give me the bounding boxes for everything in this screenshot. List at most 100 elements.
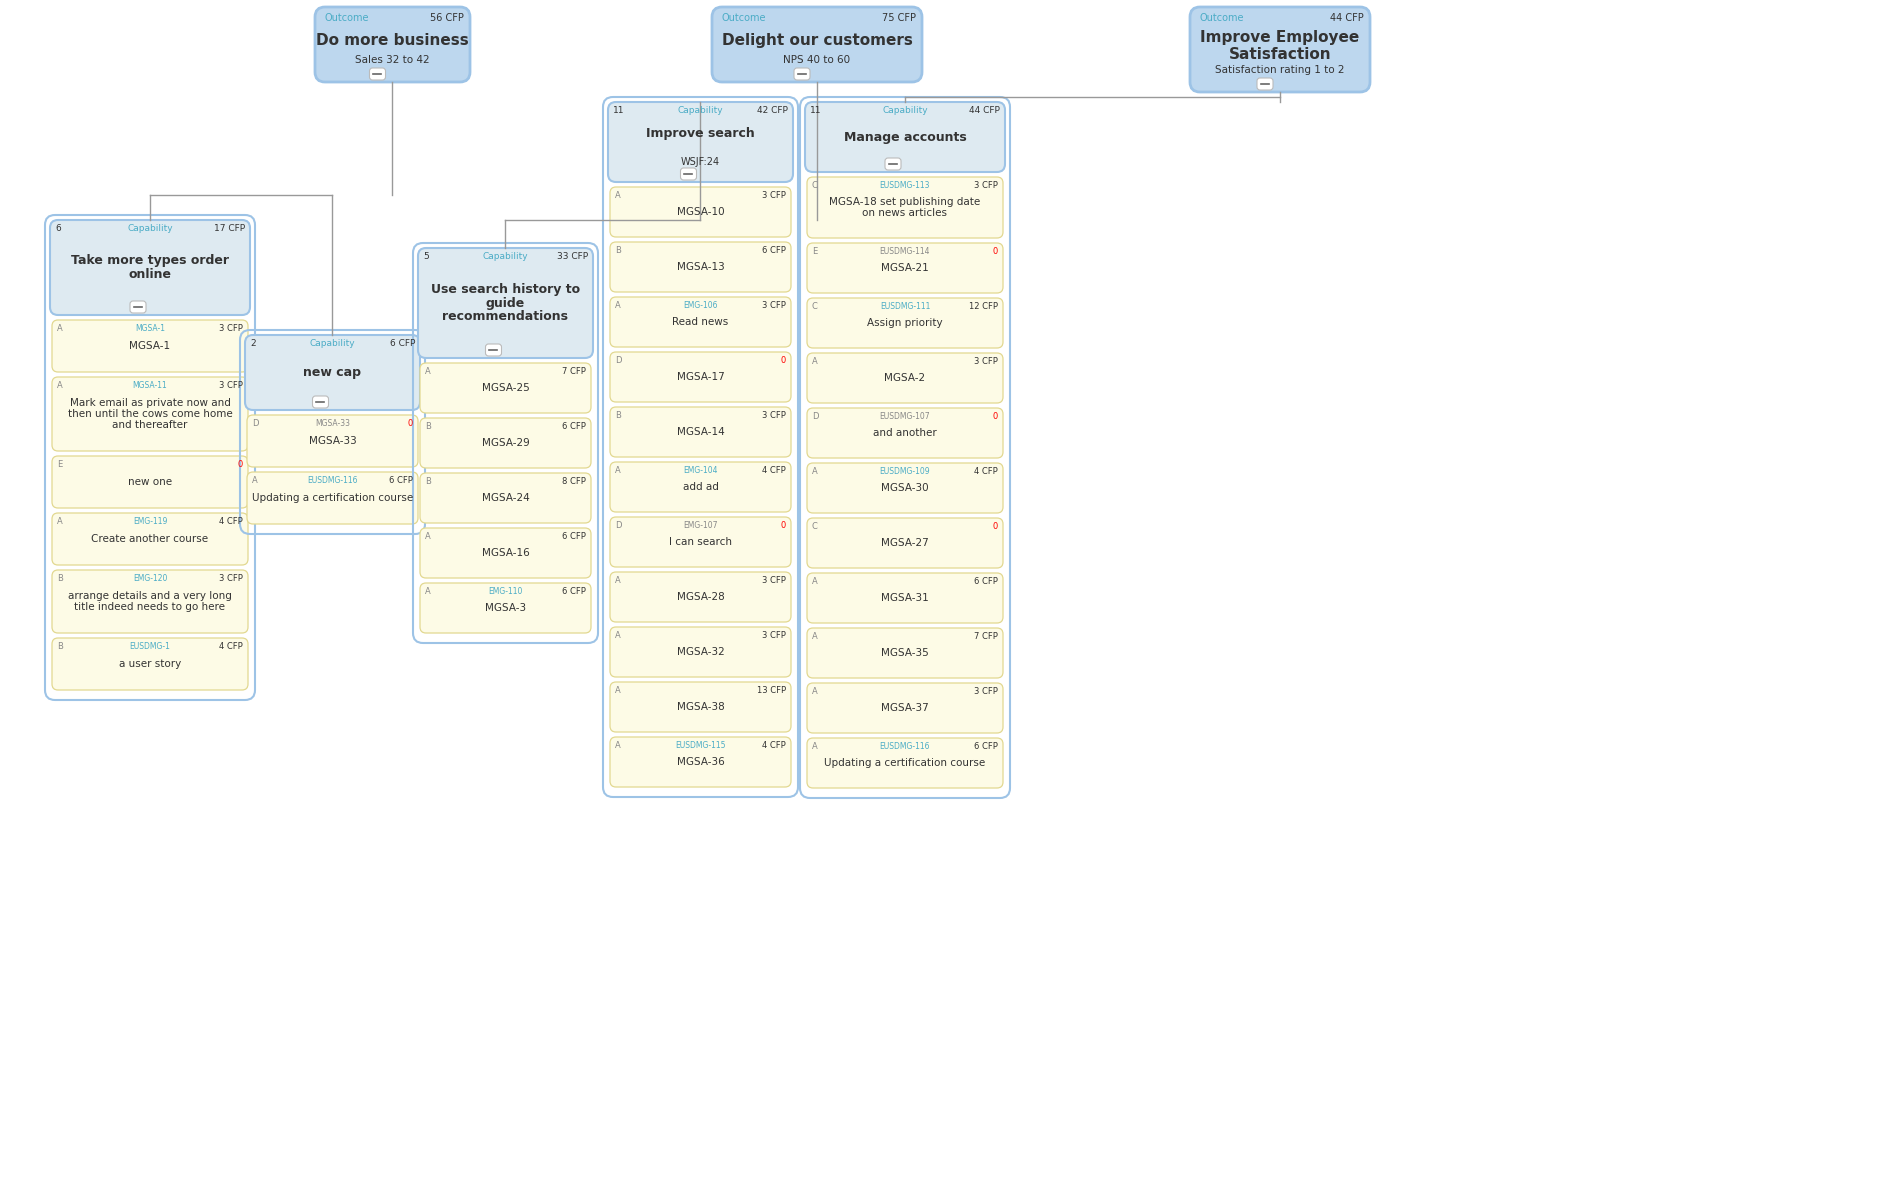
Text: 3 CFP: 3 CFP — [218, 381, 243, 389]
FancyBboxPatch shape — [420, 418, 591, 468]
FancyBboxPatch shape — [53, 513, 248, 565]
Text: EUSDMG-114: EUSDMG-114 — [879, 246, 930, 256]
Text: A: A — [615, 576, 621, 585]
Text: 0: 0 — [781, 520, 787, 530]
Text: guide: guide — [486, 297, 525, 309]
Text: Updating a certification course: Updating a certification course — [252, 493, 414, 502]
Text: and another: and another — [873, 428, 937, 438]
Text: A: A — [425, 532, 431, 541]
Text: EMG-119: EMG-119 — [134, 517, 167, 526]
Text: A: A — [811, 577, 819, 587]
Text: D: D — [811, 412, 819, 421]
Text: Capability: Capability — [678, 106, 723, 115]
Text: I can search: I can search — [668, 537, 732, 547]
FancyBboxPatch shape — [610, 188, 790, 237]
Text: on news articles: on news articles — [862, 208, 947, 218]
Text: B: B — [425, 477, 431, 486]
Text: MGSA-10: MGSA-10 — [678, 207, 725, 218]
Text: A: A — [811, 742, 819, 751]
FancyBboxPatch shape — [807, 683, 1003, 733]
FancyBboxPatch shape — [805, 102, 1005, 172]
Text: MGSA-38: MGSA-38 — [678, 702, 725, 712]
FancyBboxPatch shape — [610, 517, 790, 567]
Text: Take more types order: Take more types order — [72, 254, 230, 267]
Text: C: C — [811, 302, 819, 311]
FancyBboxPatch shape — [1257, 78, 1272, 90]
Text: 75 CFP: 75 CFP — [883, 13, 917, 23]
Text: A: A — [615, 686, 621, 695]
Text: A: A — [56, 517, 62, 526]
Text: C: C — [811, 182, 819, 190]
Text: MGSA-35: MGSA-35 — [881, 648, 930, 657]
Text: 5: 5 — [423, 252, 429, 261]
Text: Outcome: Outcome — [723, 13, 766, 23]
Text: 8 CFP: 8 CFP — [563, 477, 585, 486]
FancyBboxPatch shape — [314, 7, 470, 82]
Text: A: A — [252, 476, 258, 484]
Text: B: B — [56, 642, 62, 651]
FancyBboxPatch shape — [130, 300, 147, 313]
FancyBboxPatch shape — [608, 102, 792, 182]
Text: E: E — [56, 460, 62, 469]
FancyBboxPatch shape — [610, 682, 790, 732]
Text: MGSA-27: MGSA-27 — [881, 538, 930, 548]
Text: 7 CFP: 7 CFP — [563, 367, 585, 376]
Text: Improve search: Improve search — [646, 127, 755, 141]
Text: title indeed needs to go here: title indeed needs to go here — [75, 602, 226, 612]
Text: Outcome: Outcome — [326, 13, 369, 23]
FancyBboxPatch shape — [610, 462, 790, 512]
Text: 3 CFP: 3 CFP — [218, 325, 243, 333]
Text: EMG-104: EMG-104 — [683, 466, 717, 475]
Text: 7 CFP: 7 CFP — [975, 632, 997, 641]
FancyBboxPatch shape — [53, 377, 248, 451]
Text: E: E — [811, 246, 817, 256]
Text: A: A — [811, 632, 819, 641]
Text: EUSDMG-116: EUSDMG-116 — [307, 476, 358, 484]
Text: 0: 0 — [992, 522, 997, 531]
Text: B: B — [56, 575, 62, 583]
Text: D: D — [615, 356, 621, 365]
Text: Create another course: Create another course — [92, 534, 209, 545]
Text: 0: 0 — [992, 246, 997, 256]
Text: a user story: a user story — [119, 659, 181, 670]
Text: 6 CFP: 6 CFP — [390, 339, 416, 349]
Text: and thereafter: and thereafter — [113, 419, 188, 430]
FancyBboxPatch shape — [610, 352, 790, 401]
Text: EUSDMG-116: EUSDMG-116 — [879, 742, 930, 751]
FancyBboxPatch shape — [1189, 7, 1370, 93]
FancyBboxPatch shape — [418, 248, 593, 358]
Text: 4 CFP: 4 CFP — [762, 740, 787, 750]
Text: MGSA-21: MGSA-21 — [881, 263, 930, 273]
FancyBboxPatch shape — [53, 570, 248, 633]
Text: 42 CFP: 42 CFP — [757, 106, 789, 115]
Text: 3 CFP: 3 CFP — [762, 576, 787, 585]
Text: Manage accounts: Manage accounts — [843, 131, 965, 143]
FancyBboxPatch shape — [51, 220, 250, 315]
Text: Satisfaction: Satisfaction — [1229, 47, 1331, 61]
Text: MGSA-14: MGSA-14 — [678, 427, 725, 438]
Text: EUSDMG-107: EUSDMG-107 — [879, 412, 930, 421]
FancyBboxPatch shape — [53, 320, 248, 371]
Text: Read news: Read news — [672, 317, 728, 327]
Text: EUSDMG-115: EUSDMG-115 — [676, 740, 726, 750]
Text: MGSA-33: MGSA-33 — [309, 436, 356, 446]
Text: Use search history to: Use search history to — [431, 282, 580, 296]
FancyBboxPatch shape — [420, 474, 591, 523]
Text: 0: 0 — [992, 412, 997, 421]
FancyBboxPatch shape — [610, 737, 790, 787]
FancyBboxPatch shape — [807, 243, 1003, 293]
Text: 2: 2 — [250, 339, 256, 349]
Text: 4 CFP: 4 CFP — [218, 642, 243, 651]
FancyBboxPatch shape — [610, 242, 790, 292]
Text: A: A — [425, 587, 431, 596]
Text: arrange details and a very long: arrange details and a very long — [68, 591, 231, 601]
Text: 3 CFP: 3 CFP — [975, 357, 997, 365]
Text: A: A — [56, 325, 62, 333]
Text: MGSA-29: MGSA-29 — [482, 438, 529, 448]
FancyBboxPatch shape — [807, 738, 1003, 789]
Text: A: A — [425, 367, 431, 376]
Text: B: B — [615, 246, 621, 255]
FancyBboxPatch shape — [369, 69, 386, 81]
Text: 6 CFP: 6 CFP — [390, 476, 412, 484]
Text: MGSA-37: MGSA-37 — [881, 703, 930, 713]
